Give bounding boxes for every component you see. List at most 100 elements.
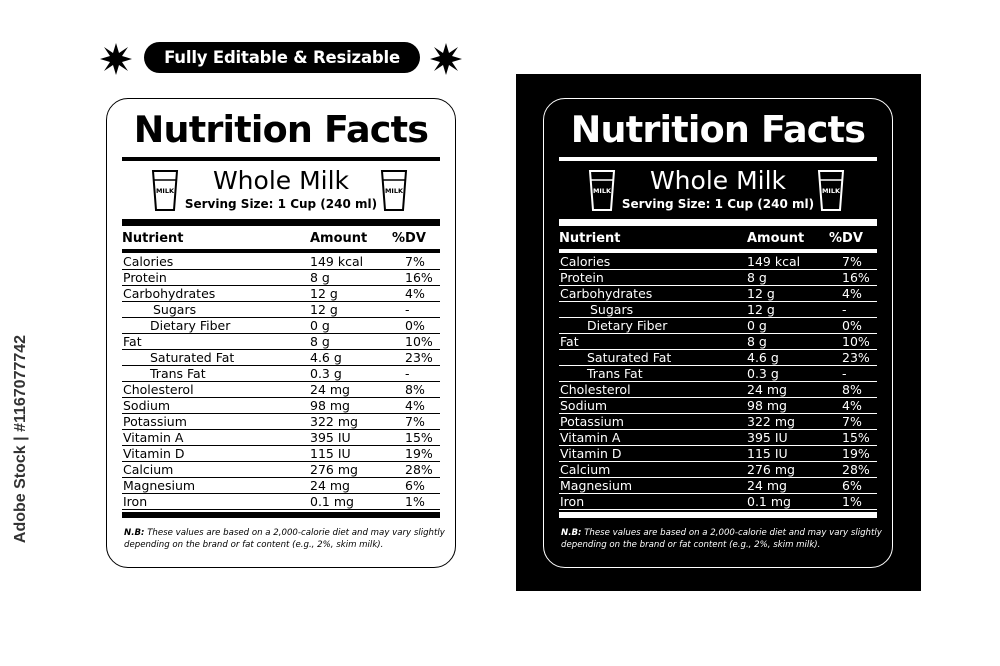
nutrient-amount: 8 g: [747, 334, 767, 349]
nutrient-amount: 98 mg: [310, 398, 350, 413]
nutrient-amount: 8 g: [310, 270, 330, 285]
nutrient-dv: 4%: [842, 286, 862, 301]
nutrient-name: Calcium: [123, 462, 174, 477]
nutrient-dv: 10%: [405, 334, 433, 349]
nutrient-dv: 7%: [842, 254, 862, 269]
table-row: Calories 149 kcal 7%: [122, 254, 440, 270]
nutrient-amount: 8 g: [310, 334, 330, 349]
footnote-text: These values are based on a 2,000-calori…: [124, 528, 445, 550]
table-row: Fat 8 g 10%: [559, 334, 877, 350]
nutrient-dv: 6%: [405, 478, 425, 493]
table-row: Vitamin D 115 IU 19%: [122, 446, 440, 462]
nutrient-dv: 7%: [842, 414, 862, 429]
table-row: Calcium 276 mg 28%: [559, 462, 877, 478]
nutrient-dv: 16%: [842, 270, 870, 285]
nutrient-name: Trans Fat: [150, 366, 206, 381]
starburst-icon: [430, 43, 462, 75]
nutrient-name: Protein: [560, 270, 604, 285]
nutrient-name: Vitamin D: [123, 446, 185, 461]
nutrient-name: Carbohydrates: [123, 286, 216, 301]
nutrient-name: Sugars: [153, 302, 197, 317]
nutrient-amount: 276 mg: [747, 462, 795, 477]
table-row: Saturated Fat 4.6 g 23%: [122, 350, 440, 366]
nutrient-amount: 395 IU: [310, 430, 351, 445]
nutrient-amount: 115 IU: [310, 446, 351, 461]
nutrient-dv: -: [842, 366, 847, 381]
nutrient-amount: 12 g: [747, 286, 775, 301]
table-row: Vitamin D 115 IU 19%: [559, 446, 877, 462]
divider: [559, 219, 877, 226]
nutrient-name: Sodium: [560, 398, 608, 413]
divider: [122, 249, 440, 253]
banner: Fully Editable & Resizable: [100, 41, 464, 75]
nutrient-dv: 19%: [405, 446, 433, 461]
nutrient-name: Saturated Fat: [587, 350, 672, 365]
table-row: Dietary Fiber 0 g 0%: [122, 318, 440, 334]
nutrient-name: Magnesium: [123, 478, 196, 493]
nutrient-dv: 4%: [405, 286, 425, 301]
glass-label: MILK: [156, 187, 175, 195]
nutrient-name: Dietary Fiber: [587, 318, 668, 333]
nutrient-amount: 24 mg: [747, 382, 787, 397]
nutrition-label-light: Nutrition Facts MILK Whole Milk Serving …: [106, 98, 456, 568]
nutrient-name: Calcium: [560, 462, 611, 477]
nutrient-amount: 24 mg: [747, 478, 787, 493]
nutrient-name: Dietary Fiber: [150, 318, 231, 333]
nutrient-amount: 322 mg: [747, 414, 795, 429]
nutrient-amount: 0 g: [310, 318, 330, 333]
nutrient-amount: 12 g: [310, 302, 338, 317]
divider: [122, 512, 440, 518]
nutrition-label-dark: Nutrition Facts MILK Whole Milk Serving …: [543, 98, 893, 568]
table-row: Trans Fat 0.3 g -: [559, 366, 877, 382]
nutrient-dv: 0%: [405, 318, 425, 333]
nutrient-dv: 8%: [405, 382, 425, 397]
nutrient-amount: 98 mg: [747, 398, 787, 413]
nutrient-name: Cholesterol: [560, 382, 631, 397]
nutrient-table: Calories 149 kcal 7% Protein 8 g 16% Carbohydr…: [559, 254, 877, 510]
table-row: Magnesium 24 mg 6%: [559, 478, 877, 494]
serving-size: Serving Size: 1 Cup (240 ml): [621, 197, 815, 211]
table-row: Vitamin A 395 IU 15%: [122, 430, 440, 446]
label-title: Nutrition Facts: [570, 108, 866, 151]
nutrient-name: Sugars: [590, 302, 634, 317]
nutrient-amount: 149 kcal: [310, 254, 364, 269]
table-row: Trans Fat 0.3 g -: [122, 366, 440, 382]
nutrient-dv: -: [405, 302, 410, 317]
nutrient-name: Potassium: [560, 414, 624, 429]
header-dv: %DV: [829, 231, 863, 246]
table-row: Cholesterol 24 mg 8%: [122, 382, 440, 398]
nutrient-dv: 1%: [842, 494, 862, 509]
table-row: Protein 8 g 16%: [122, 270, 440, 286]
nutrient-dv: 28%: [842, 462, 870, 477]
glass-label: MILK: [593, 187, 612, 195]
footnote-prefix: N.B:: [561, 528, 582, 538]
nutrient-dv: 15%: [842, 430, 870, 445]
nutrient-dv: -: [405, 366, 410, 381]
table-row: Iron 0.1 mg 1%: [122, 494, 440, 510]
table-row: Protein 8 g 16%: [559, 270, 877, 286]
divider: [122, 157, 440, 161]
table-row: Cholesterol 24 mg 8%: [559, 382, 877, 398]
table-row: Sodium 98 mg 4%: [559, 398, 877, 414]
nutrient-dv: 10%: [842, 334, 870, 349]
table-row: Iron 0.1 mg 1%: [559, 494, 877, 510]
header-amount: Amount: [310, 231, 368, 246]
nutrient-dv: 28%: [405, 462, 433, 477]
nutrient-name: Calories: [560, 254, 611, 269]
nutrient-dv: 23%: [405, 350, 433, 365]
nutrient-dv: 16%: [405, 270, 433, 285]
table-row: Saturated Fat 4.6 g 23%: [559, 350, 877, 366]
nutrient-name: Iron: [123, 494, 148, 509]
nutrient-name: Saturated Fat: [150, 350, 235, 365]
header-nutrient: Nutrient: [122, 231, 184, 246]
table-row: Calories 149 kcal 7%: [559, 254, 877, 270]
table-row: Potassium 322 mg 7%: [122, 414, 440, 430]
milk-glass-icon: MILK: [817, 170, 845, 211]
footnote: N.B: These values are based on a 2,000-c…: [561, 527, 883, 551]
nutrient-name: Cholesterol: [123, 382, 194, 397]
nutrient-dv: 7%: [405, 414, 425, 429]
divider: [559, 249, 877, 253]
nutrient-amount: 322 mg: [310, 414, 358, 429]
table-row: Calcium 276 mg 28%: [122, 462, 440, 478]
nutrient-dv: 23%: [842, 350, 870, 365]
